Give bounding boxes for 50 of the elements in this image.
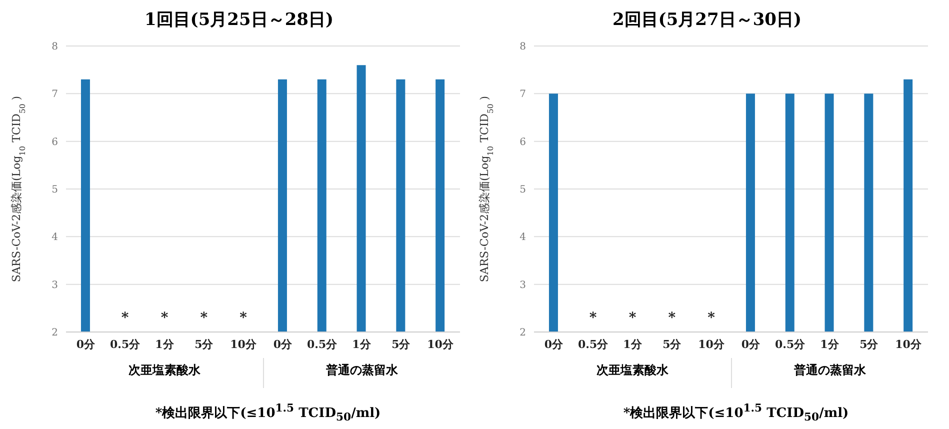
y-tick-label: 4 [520, 232, 526, 244]
x-tick-label: 10分 [427, 338, 454, 351]
x-tick-label: 0.5分 [110, 338, 142, 351]
x-tick-label: 1分 [155, 338, 175, 351]
asterisk-mark: * [160, 310, 168, 326]
y-tick-label: 2 [52, 328, 58, 339]
asterisk-mark: * [628, 310, 636, 326]
text: 次亜塩素酸水 [596, 363, 668, 377]
x-tick-label: 1分 [352, 338, 372, 351]
y-tick-label: 8 [520, 42, 526, 53]
x-tick-label: 0分 [544, 338, 564, 351]
asterisk-mark: * [240, 310, 247, 326]
y-tick-label: 5 [520, 184, 526, 196]
x-tick-label: 5分 [662, 338, 682, 351]
text: 普通の蒸留水 [326, 363, 398, 377]
y-tick-label: 7 [520, 89, 526, 100]
y-tick-label: 3 [520, 280, 526, 291]
text: 普通の蒸留水 [794, 363, 866, 377]
asterisk-mark: * [708, 310, 715, 326]
x-tick-label: 0.5分 [775, 338, 806, 351]
x-tick-label: 5分 [392, 338, 412, 351]
x-tick-label: 5分 [860, 338, 880, 351]
x-tick-label: 10分 [230, 338, 258, 351]
asterisk-mark: * [200, 310, 208, 326]
x-tick-label: 0分 [76, 338, 96, 351]
y-tick-label: 3 [52, 280, 58, 291]
x-tick-label: 10分 [895, 338, 922, 351]
x-tick-label: 10分 [698, 338, 726, 351]
x-tick-label: 1分 [820, 338, 840, 351]
text: *検出限界以下(≤10$^{1.5}$ TCID$_{50}$/ml) [155, 402, 381, 424]
chart-title: 1回目(5月25日～28日) [144, 10, 334, 30]
x-tick-label: 0分 [273, 338, 294, 351]
text: *検出限界以下(≤10$^{1.5}$ TCID$_{50}$/ml) [623, 402, 849, 424]
asterisk-mark: * [589, 310, 597, 326]
y-tick-label: 7 [52, 89, 58, 100]
text: 次亜塩素酸水 [128, 363, 200, 377]
x-tick-label: 5分 [194, 338, 214, 351]
asterisk-mark: * [121, 310, 129, 326]
y-tick-label: 6 [520, 136, 526, 148]
chart-title: 2回目(5月27日～30日) [612, 10, 802, 30]
asterisk-mark: * [668, 310, 676, 326]
x-tick-label: 0分 [741, 338, 762, 351]
x-tick-label: 0.5分 [578, 338, 610, 351]
y-tick-label: 2 [520, 328, 526, 339]
x-tick-label: 1分 [623, 338, 643, 351]
y-tick-label: 5 [52, 184, 58, 196]
x-tick-label: 0.5分 [307, 338, 338, 351]
y-tick-label: 4 [52, 232, 58, 244]
y-tick-label: 8 [52, 42, 58, 53]
y-tick-label: 6 [52, 136, 58, 148]
